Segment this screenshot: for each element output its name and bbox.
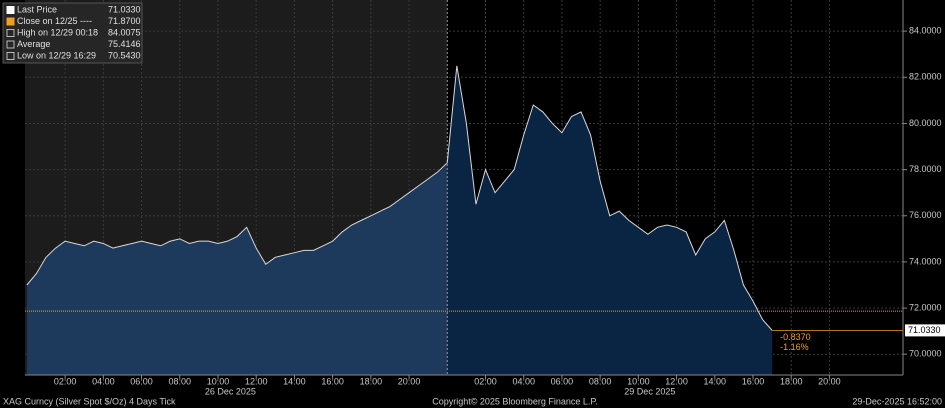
legend-value: 71.0330 <box>108 4 141 14</box>
x-tick-label: 04:00 <box>512 376 535 386</box>
x-tick-label: 02:00 <box>474 376 497 386</box>
area <box>26 162 448 375</box>
x-tick-label: 10:00 <box>627 376 650 386</box>
legend-label: Last Price <box>17 4 57 14</box>
legend-swatch <box>6 17 15 26</box>
y-tick-label: 80.0000 <box>909 118 942 128</box>
change-label: -1.16% <box>780 342 809 352</box>
x-tick-label: 14:00 <box>704 376 727 386</box>
x-tick-label: 12:00 <box>245 376 268 386</box>
x-tick-label: 08:00 <box>169 376 192 386</box>
change-label: -0.8370 <box>780 332 811 342</box>
legend-value: 75.4146 <box>108 39 141 49</box>
y-tick-label: 72.0000 <box>909 302 942 312</box>
x-tick-label: 20:00 <box>818 376 841 386</box>
x-tick-label: 16:00 <box>321 376 344 386</box>
x-tick-label: 20:00 <box>398 376 421 386</box>
date-label: 26 Dec 2025 <box>205 386 256 396</box>
y-tick-label: 82.0000 <box>909 72 942 82</box>
legend-label: Average <box>17 39 50 49</box>
legend-value: 70.5430 <box>108 50 141 60</box>
copyright: Copyright© 2025 Bloomberg Finance L.P. <box>432 396 598 406</box>
last-tag <box>905 324 945 337</box>
y-tick-label: 70.0000 <box>909 349 942 359</box>
x-tick-label: 08:00 <box>589 376 612 386</box>
x-tick-label: 02:00 <box>54 376 77 386</box>
x-tick-label: 14:00 <box>283 376 306 386</box>
legend-swatch <box>6 29 15 37</box>
legend-label: Close on 12/25 ---- <box>17 16 92 26</box>
area <box>447 65 773 376</box>
y-tick-label: 78.0000 <box>909 164 942 174</box>
x-tick-label: 04:00 <box>92 376 115 386</box>
x-tick-label: 06:00 <box>551 376 574 386</box>
legend-swatch <box>6 52 15 60</box>
legend-swatch <box>6 6 15 14</box>
timestamp: 29-Dec-2025 16:52:00 <box>852 396 942 406</box>
last-tag-label: 71.0330 <box>908 325 941 335</box>
x-tick-label: 18:00 <box>780 376 803 386</box>
x-tick-label: 12:00 <box>665 376 688 386</box>
chart-title: XAG Curncy (Silver Spot $/Oz) 4 Days Tic… <box>3 396 176 406</box>
y-tick-label: 74.0000 <box>909 256 942 266</box>
x-tick-label: 18:00 <box>360 376 383 386</box>
legend-value: 71.8700 <box>108 16 141 26</box>
legend-label: High on 12/29 00:18 <box>17 27 98 37</box>
legend-swatch <box>6 40 15 49</box>
date-label: 29 Dec 2025 <box>624 386 675 396</box>
price-line <box>26 65 773 331</box>
legend-value: 84.0075 <box>108 27 141 37</box>
y-tick-label: 84.0000 <box>909 26 942 36</box>
y-tick-label: 76.0000 <box>909 210 942 220</box>
legend-label: Low on 12/29 16:29 <box>17 50 96 60</box>
x-tick-label: 10:00 <box>207 376 230 386</box>
x-tick-label: 06:00 <box>130 376 153 386</box>
x-tick-label: 16:00 <box>742 376 765 386</box>
legend-box <box>2 2 143 64</box>
